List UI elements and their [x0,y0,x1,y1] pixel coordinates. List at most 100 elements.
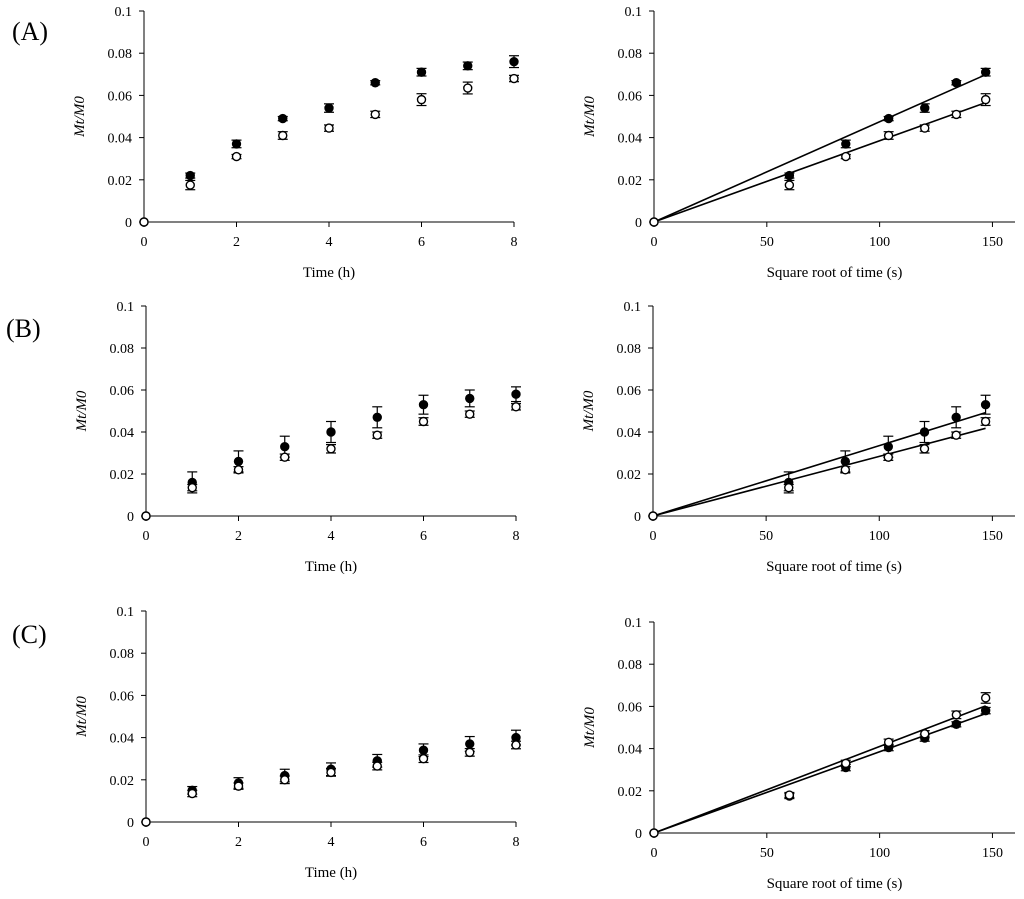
data-point-open [883,452,893,462]
data-point-open [511,740,521,750]
y-tick-label: 0.08 [110,342,135,357]
y-tick-label: 0 [127,510,134,525]
data-point-filled [883,442,893,452]
x-tick-label: 6 [418,235,425,250]
data-point-open [784,180,795,190]
x-tick-label: 150 [982,846,1003,861]
y-tick-label: 0 [127,816,134,831]
data-point-filled [920,103,930,113]
y-tick-label: 0.06 [110,689,135,704]
x-tick-label: 0 [141,235,148,250]
data-point-open [233,465,244,475]
data-point-filled [418,400,429,410]
data-point-filled [511,389,521,399]
data-point-open [418,416,429,427]
y-tick-label: 0 [635,216,642,231]
data-point-open [784,482,794,493]
x-tick-label: 2 [235,529,242,544]
y-axis-label: Mt/M0 [74,696,90,738]
chart-a-sqrt: 0 0.02 0.04 0.06 0.08 0.1 0 50 100 150 Square root… [582,5,1015,281]
y-tick-label: 0 [634,510,641,525]
data-point-open [951,109,962,120]
fit-line-filled [653,73,986,223]
data-point-filled [280,442,290,452]
y-tick-label: 0.08 [110,647,135,662]
fit-line-open [652,427,986,517]
x-tick-label: 8 [511,235,518,250]
data-point-open [416,94,427,105]
y-tick-label: 0.08 [108,47,133,62]
data-point-open [326,767,336,778]
fit-line-open [653,101,986,223]
y-tick-label: 0.04 [110,426,135,441]
data-point-open [326,444,336,454]
y-tick-label: 0.1 [625,5,643,20]
y-tick-label: 0.06 [617,384,642,399]
series-open [649,93,991,227]
x-tick-label: 8 [513,835,520,850]
data-point-open [919,444,930,454]
x-tick-label: 100 [869,235,890,250]
y-tick-label: 0.02 [110,468,135,483]
data-point-open [231,151,242,162]
y-axis-label: Mt/M0 [72,96,88,138]
x-tick-label: 0 [143,529,150,544]
data-point-filled [370,78,380,88]
y-tick-label: 0.1 [117,300,135,315]
y-axis-label: Mt/M0 [581,390,597,432]
data-point-filled [416,67,427,77]
data-point-open [372,761,382,771]
data-point-open [980,94,991,105]
data-point-filled [919,427,930,437]
data-point-filled [233,456,244,467]
data-point-filled [465,393,475,404]
data-point-filled [883,113,894,124]
data-point-open [185,180,195,190]
chart-c-time: 0 0.02 0.04 0.06 0.08 0.1 0 2 4 6 8 Time (h) Mt/M0 [74,605,521,881]
x-tick-label: 50 [760,235,774,250]
data-point-filled [231,139,242,149]
x-tick-label: 50 [759,529,773,544]
data-point-open [509,73,519,84]
y-tick-label: 0.02 [617,468,642,483]
data-point-open [883,130,894,141]
y-axis-label: Mt/M0 [582,707,598,749]
x-tick-label: 100 [869,846,890,861]
data-point-filled [951,719,962,730]
y-tick-label: 0.08 [617,342,642,357]
data-point-open [278,130,288,141]
data-point-filled [980,705,991,716]
data-point-filled [324,103,334,113]
x-tick-label: 0 [650,529,657,544]
fit-line-filled [652,411,986,517]
data-point-open [370,109,380,120]
data-point-open [324,123,334,133]
y-tick-label: 0.02 [110,774,135,789]
x-tick-label: 150 [982,235,1003,250]
x-axis-label: Time (h) [303,265,355,281]
y-tick-label: 0.08 [618,47,643,62]
data-point-open [920,123,930,133]
data-point-open [649,217,659,227]
x-tick-label: 150 [982,529,1003,544]
data-point-filled [278,113,288,124]
data-point-open [980,416,991,427]
x-tick-label: 0 [651,235,658,250]
data-point-open [920,729,930,739]
y-tick-label: 0.1 [117,605,135,620]
x-tick-label: 4 [328,835,335,850]
series-open [141,402,521,521]
data-point-open [280,775,290,785]
y-tick-label: 0.02 [108,174,133,189]
series-filled [139,55,519,227]
y-axis-label: Mt/M0 [582,96,598,138]
panel-label-b: (B) [6,314,41,343]
y-tick-label: 0.02 [618,174,643,189]
data-point-open [841,151,851,162]
y-tick-label: 0.04 [618,132,643,147]
y-tick-label: 0 [635,827,642,842]
series-filled [649,67,991,227]
data-point-open [980,693,991,703]
y-axis-label: Mt/M0 [74,390,90,432]
